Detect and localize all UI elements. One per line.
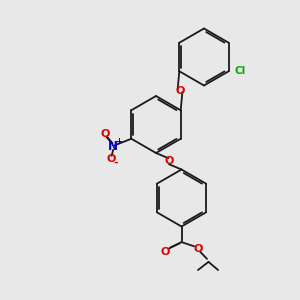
Text: +: + xyxy=(115,137,122,146)
Text: O: O xyxy=(193,244,202,254)
Text: O: O xyxy=(175,86,185,96)
Text: Cl: Cl xyxy=(234,66,245,76)
Text: -: - xyxy=(114,158,118,167)
Text: O: O xyxy=(161,247,170,257)
Text: O: O xyxy=(107,154,116,164)
Text: N: N xyxy=(108,140,118,153)
Text: O: O xyxy=(165,156,174,166)
Text: O: O xyxy=(100,129,110,139)
